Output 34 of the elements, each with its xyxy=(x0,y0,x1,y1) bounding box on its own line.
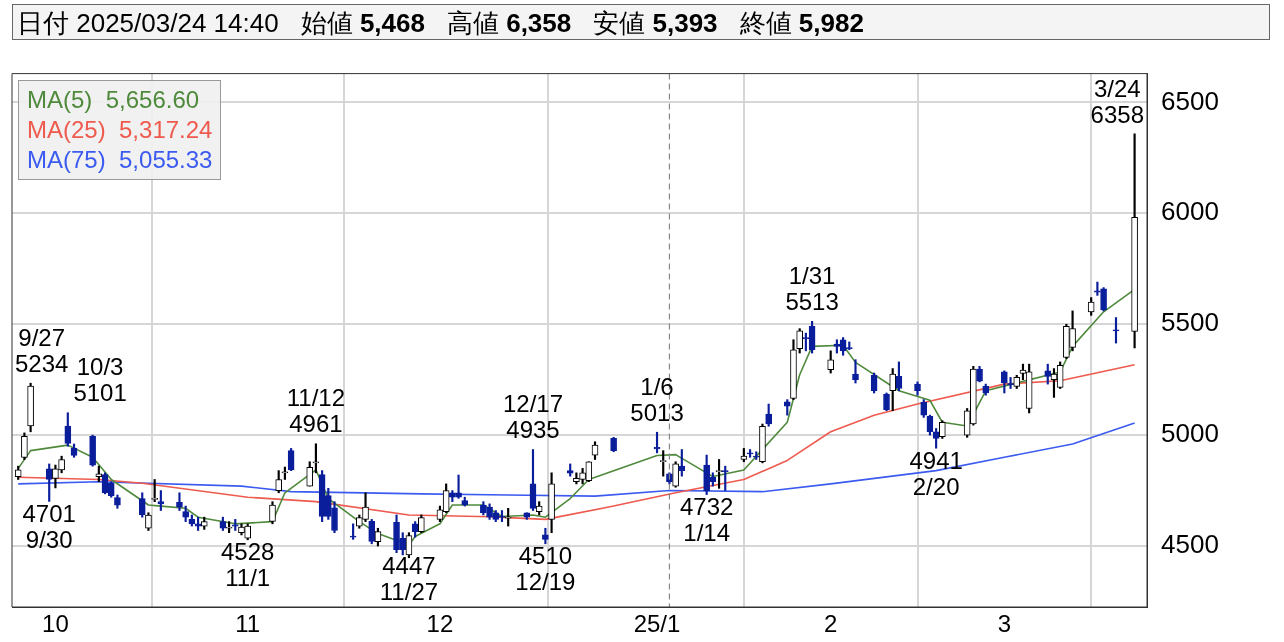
text: MA(75) 5,055.33 xyxy=(27,144,213,175)
text: 始値 5,468 xyxy=(300,8,425,38)
annotation: 3/24 6358 xyxy=(1090,74,1144,128)
x-tick-label: 12 xyxy=(426,610,454,638)
text: 終値 5,982 xyxy=(739,8,864,38)
annotation: 1/6 5013 xyxy=(630,372,684,426)
x-tick-label: 3 xyxy=(997,610,1012,638)
y-tick-label: 6000 xyxy=(1161,196,1219,227)
annotation: 10/3 5101 xyxy=(73,353,127,407)
text: MA(25) 5,317.24 xyxy=(27,114,213,145)
y-tick-label: 5500 xyxy=(1161,307,1219,338)
annotation: 4941 2/20 xyxy=(909,446,963,500)
y-tick-label: 5000 xyxy=(1161,418,1219,449)
annotation: 4447 11/27 xyxy=(379,551,439,605)
y-tick-label: 4500 xyxy=(1161,529,1219,560)
chart-title: 日付 2025/03/24 14:40 xyxy=(17,8,279,38)
text: 安値 5,393 xyxy=(593,8,718,38)
annotation: 9/27 5234 xyxy=(15,323,69,377)
annotation: 4732 1/14 xyxy=(679,493,734,547)
annotation: 4510 12/19 xyxy=(515,542,576,596)
annotation: 4701 9/30 xyxy=(22,500,76,554)
candlestick xyxy=(852,359,859,384)
annotation: 12/17 4935 xyxy=(502,390,564,444)
x-tick-label: 25/1 xyxy=(633,610,681,638)
candlestick xyxy=(176,492,183,511)
text: 高値 6,358 xyxy=(446,8,572,38)
text: MA(5) 5,656.60 xyxy=(27,84,201,115)
annotation: 1/31 5513 xyxy=(785,261,839,315)
x-tick-label: 11 xyxy=(235,610,261,638)
x-tick-label: 2 xyxy=(824,610,838,638)
x-tick-label: 10 xyxy=(42,610,69,638)
annotation: 4528 11/1 xyxy=(220,538,275,592)
annotation: 11/12 4961 xyxy=(286,384,346,438)
y-tick-label: 6500 xyxy=(1161,85,1219,116)
